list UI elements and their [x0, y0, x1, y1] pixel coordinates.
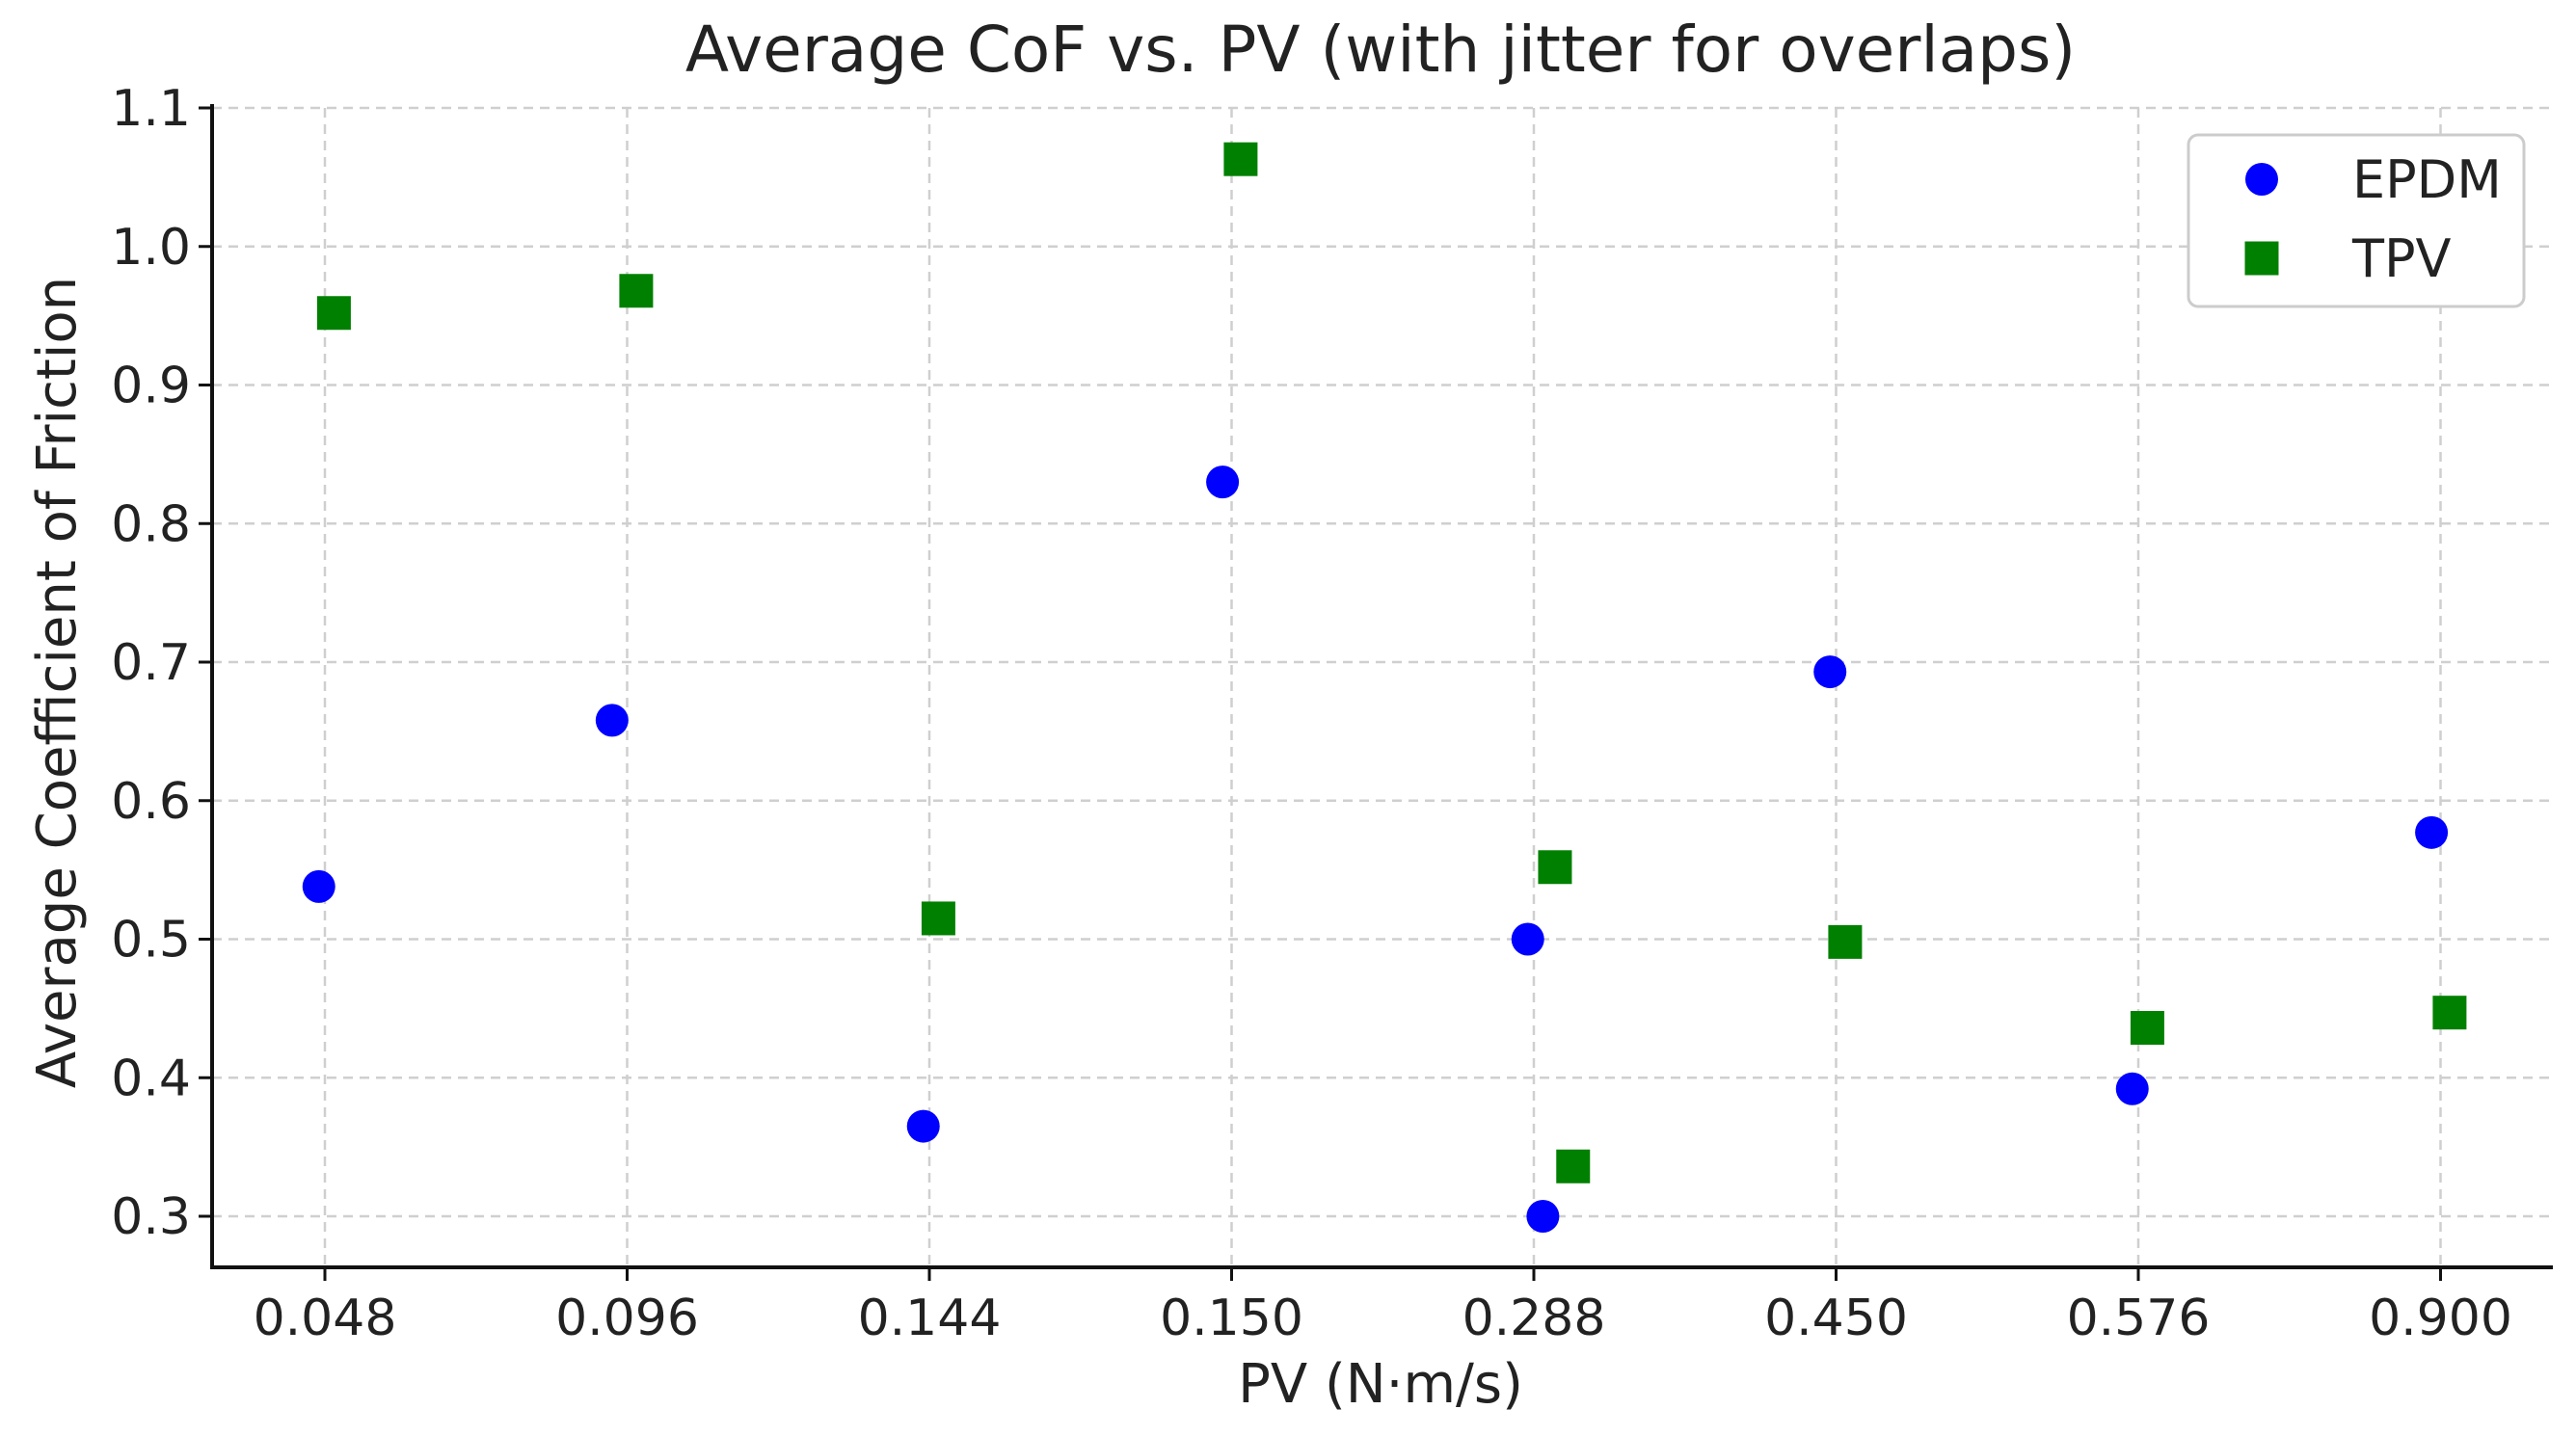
x-tick-label: 0.048: [254, 1290, 397, 1347]
grid-layer: [212, 106, 2553, 1267]
y-tick-label: 1.1: [111, 80, 191, 138]
series-tpv: [316, 142, 2467, 1183]
x-tick-label: 0.576: [2067, 1290, 2211, 1347]
x-axis-label: PV (N·m/s): [1238, 1353, 1523, 1416]
data-point-tpv: [921, 901, 955, 936]
data-point-tpv: [316, 296, 351, 331]
data-point-tpv: [1538, 850, 1572, 885]
y-tick-label: 0.9: [111, 358, 191, 415]
y-tick-label: 0.8: [111, 495, 191, 553]
data-point-epdm: [1206, 465, 1240, 499]
x-tick-label: 0.096: [555, 1290, 699, 1347]
y-axis-label: Average Coefficient of Friction: [26, 277, 89, 1088]
y-tick-label: 0.7: [111, 634, 191, 692]
x-tick-label: 0.288: [1462, 1290, 1606, 1347]
x-tick-label: 0.450: [1764, 1290, 1908, 1347]
data-point-epdm: [906, 1109, 940, 1143]
series-epdm: [302, 465, 2449, 1233]
data-point-tpv: [619, 274, 654, 308]
data-point-tpv: [1828, 924, 1863, 959]
data-point-epdm: [1526, 1200, 1560, 1233]
data-point-epdm: [1813, 655, 1847, 689]
y-tick-label: 1.0: [111, 219, 191, 277]
legend-marker-tpv: [2244, 241, 2279, 276]
legend-marker-epdm: [2245, 163, 2278, 196]
y-tick-label: 0.5: [111, 912, 191, 970]
chart-title: Average CoF vs. PV (with jitter for over…: [685, 13, 2076, 87]
legend: EPDM TPV: [2187, 133, 2526, 308]
legend-entries: EPDM TPV: [2244, 149, 2502, 289]
data-point-tpv: [1223, 142, 1258, 176]
data-point-epdm: [2115, 1072, 2149, 1105]
axes-layer: [210, 104, 2553, 1269]
legend-label-tpv: TPV: [2351, 228, 2452, 289]
data-point-epdm: [2415, 815, 2449, 849]
data-point-tpv: [1556, 1149, 1591, 1183]
points-layer: [302, 142, 2467, 1233]
x-tick-label: 0.144: [858, 1290, 1002, 1347]
data-point-epdm: [1511, 922, 1544, 956]
ticks-layer: 0.3 0.4 0.5 0.6 0.7 0.8 0.9 1.0 1.1 0.048 0.096 0.1…: [111, 80, 2512, 1347]
data-point-tpv: [2432, 996, 2467, 1030]
legend-label-epdm: EPDM: [2352, 149, 2502, 210]
data-point-epdm: [302, 869, 335, 903]
data-point-tpv: [2130, 1011, 2164, 1045]
y-tick-label: 0.4: [111, 1050, 191, 1107]
data-point-epdm: [595, 704, 629, 737]
y-tick-label: 0.6: [111, 773, 191, 831]
y-tick-label: 0.3: [111, 1188, 191, 1246]
x-tick-label: 0.150: [1160, 1290, 1303, 1347]
x-tick-label: 0.900: [2369, 1290, 2512, 1347]
